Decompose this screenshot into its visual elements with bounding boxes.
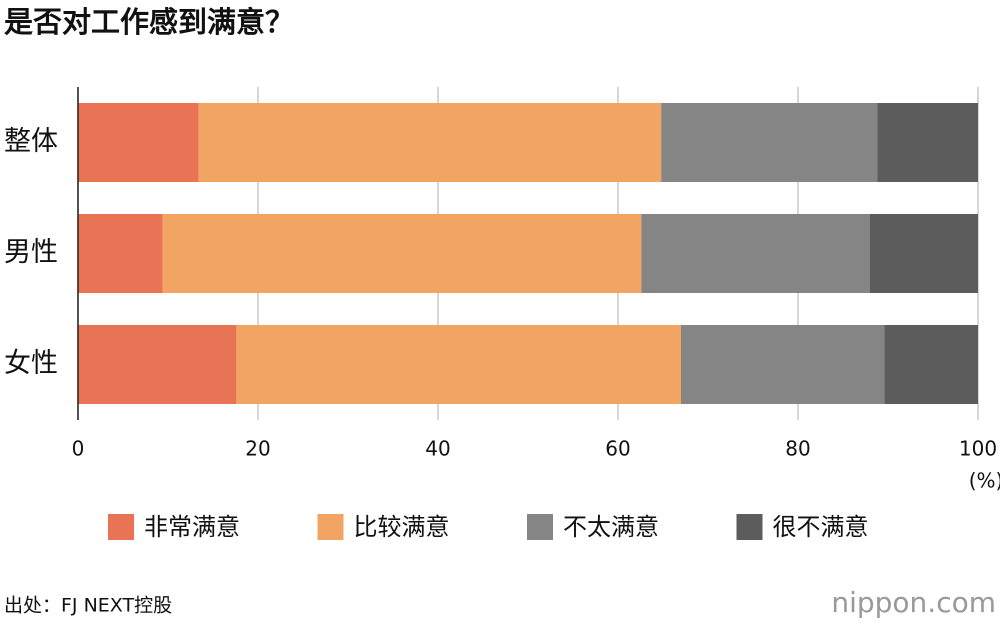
legend-label: 很不满意: [773, 513, 869, 541]
bar-segment: [681, 325, 885, 404]
legend-swatch: [317, 514, 344, 540]
x-tick-label: 20: [245, 437, 270, 461]
x-axis-unit: (%): [969, 469, 1000, 493]
legend-swatch: [108, 514, 134, 540]
bar-segment: [198, 103, 662, 182]
bar-segment: [78, 214, 163, 293]
x-tick-label: 0: [72, 437, 85, 461]
x-tick-label: 80: [785, 437, 810, 461]
bar-segment: [870, 214, 978, 293]
bar-segment: [877, 103, 978, 182]
x-tick-label: 40: [425, 437, 450, 461]
y-tick-label: 女性: [4, 348, 58, 379]
legend-label: 非常满意: [144, 513, 240, 541]
x-tick-label: 100: [959, 437, 997, 461]
bar-segment: [236, 325, 681, 404]
chart-title: 是否对工作感到满意？: [4, 5, 294, 39]
y-tick-label: 整体: [4, 126, 58, 157]
logo: nippon.com: [831, 586, 996, 619]
bar-segment: [162, 214, 642, 293]
y-tick-label: 男性: [4, 237, 58, 268]
bar-segment: [78, 325, 237, 404]
legend-label: 比较满意: [354, 513, 450, 541]
bar-segment: [661, 103, 878, 182]
legend-swatch: [527, 514, 553, 540]
legend-swatch: [736, 514, 763, 540]
bar-segment: [78, 103, 199, 182]
legend-label: 不太满意: [563, 513, 659, 541]
source: 出处：FJ NEXT控股: [4, 595, 172, 617]
x-tick-label: 60: [605, 437, 630, 461]
bar-segment: [641, 214, 870, 293]
bar-segment: [884, 325, 978, 404]
